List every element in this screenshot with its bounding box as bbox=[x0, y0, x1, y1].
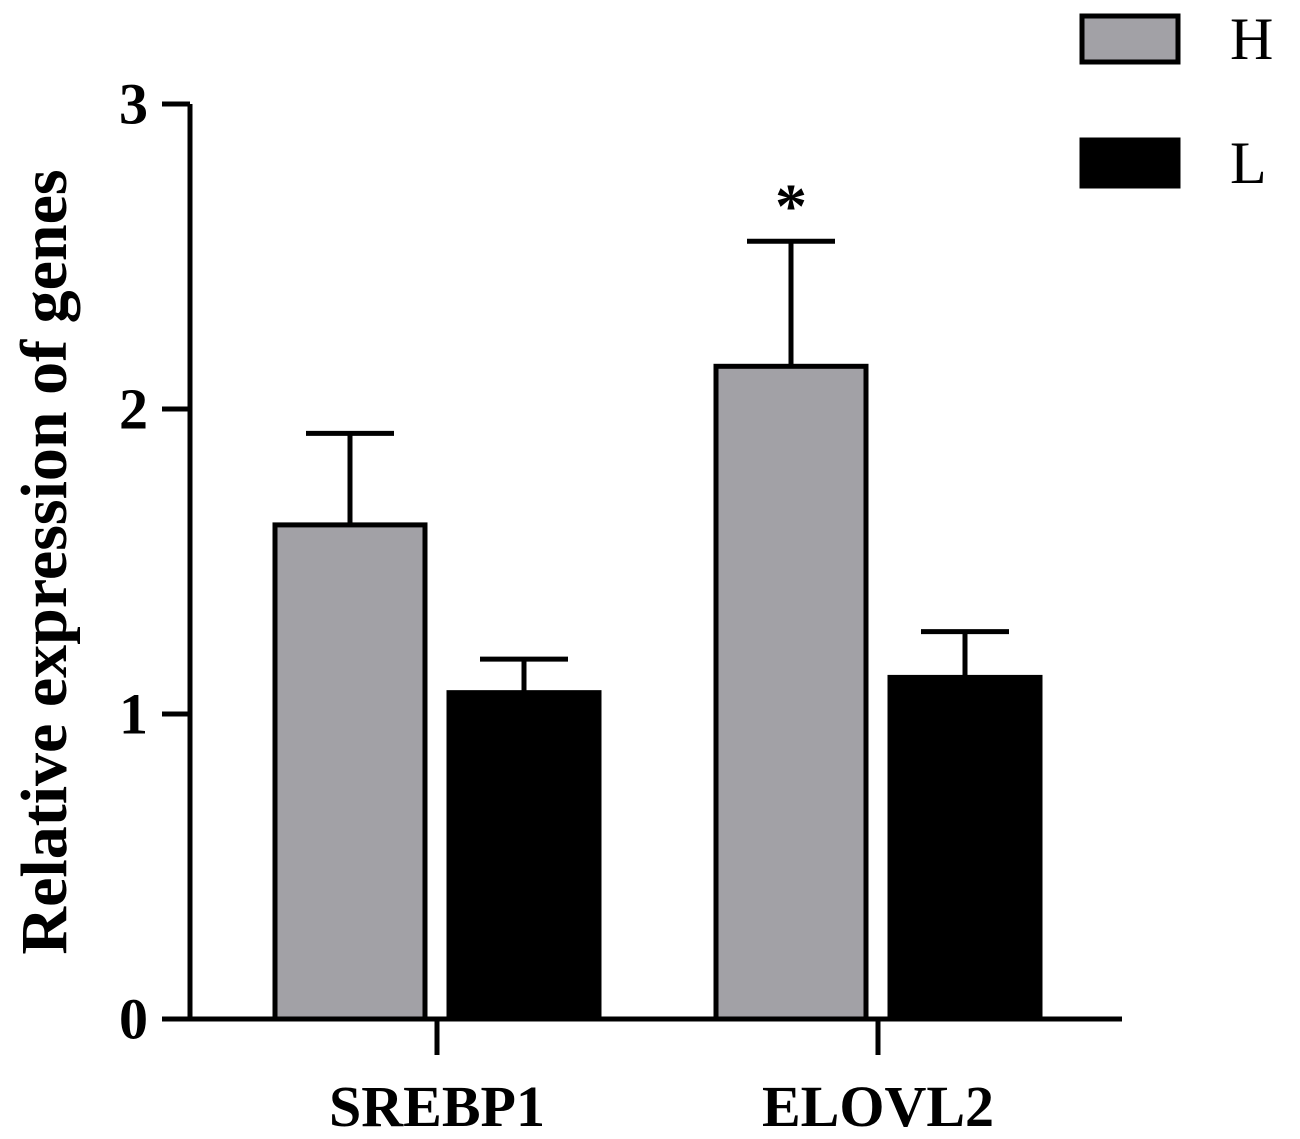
legend-swatch-h bbox=[1079, 13, 1181, 65]
x-tick-label-srebp1: SREBP1 bbox=[329, 1074, 545, 1139]
legend-label-l: L bbox=[1230, 130, 1267, 196]
bar-srebp1-l bbox=[446, 690, 602, 1022]
legend-swatch-l bbox=[1079, 137, 1181, 189]
significance-marker: * bbox=[775, 170, 807, 241]
y-tick-label-3: 3 bbox=[119, 72, 148, 137]
legend-label-h: H bbox=[1230, 6, 1273, 72]
bar-elovl2-h bbox=[713, 363, 869, 1022]
y-axis-title: Relative expression of genes bbox=[8, 169, 81, 954]
legend: HL bbox=[1079, 6, 1273, 196]
labels-layer: 0 1 2 3 SREBP1 ELOVL2 Relative expression of g… bbox=[8, 72, 994, 1139]
bar-srebp1-h bbox=[272, 522, 428, 1022]
y-tick-label-2: 2 bbox=[119, 377, 148, 442]
y-tick-label-1: 1 bbox=[119, 682, 148, 747]
bar-elovl2-l bbox=[887, 674, 1043, 1022]
y-tick-label-0: 0 bbox=[119, 987, 148, 1052]
axes-layer bbox=[162, 101, 1122, 1055]
bars-layer bbox=[272, 363, 1043, 1022]
x-tick-label-elovl2: ELOVL2 bbox=[762, 1074, 994, 1139]
error-bars-layer bbox=[306, 238, 1009, 693]
